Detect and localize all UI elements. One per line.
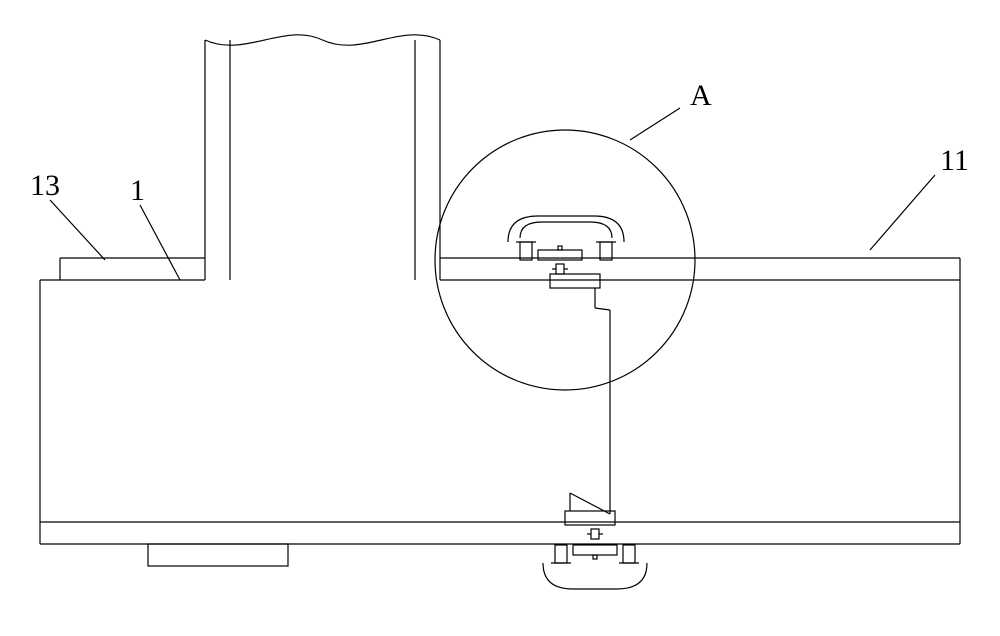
label-L13: 13	[30, 169, 60, 202]
label-A: A	[690, 79, 712, 112]
label-L1: 1	[130, 174, 145, 207]
label-L11: 11	[940, 144, 969, 177]
